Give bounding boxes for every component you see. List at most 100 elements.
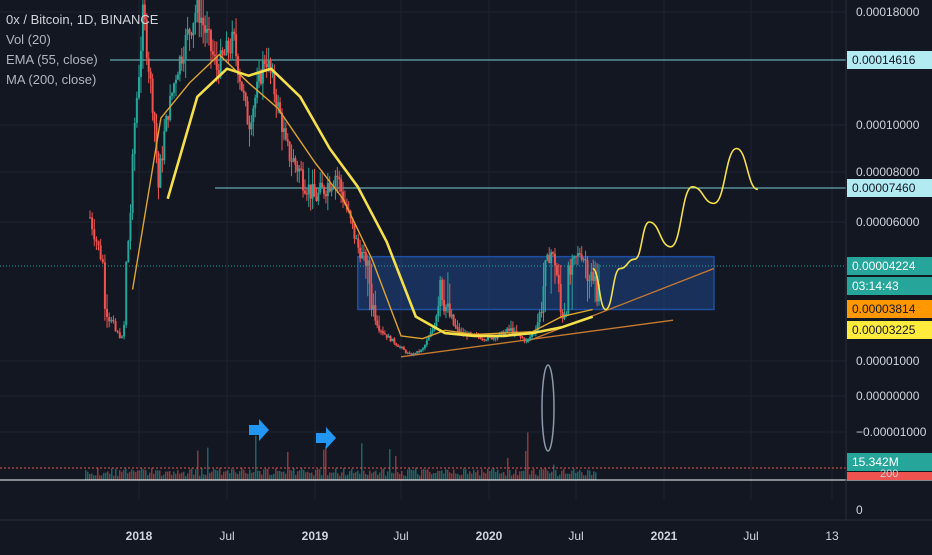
- badge-ma-text: 0.00003225: [852, 323, 916, 337]
- candle-body: [380, 330, 383, 332]
- candle-body: [492, 337, 495, 340]
- candle-body: [279, 102, 282, 113]
- candle-body: [555, 265, 558, 275]
- candle-body: [206, 28, 209, 33]
- volume-bar: [155, 470, 157, 480]
- volume-bar: [453, 469, 455, 480]
- candle-body: [317, 192, 320, 201]
- candle-body: [196, 0, 199, 13]
- volume-bar: [561, 470, 563, 480]
- candle-body: [217, 69, 220, 77]
- volume-bar: [499, 473, 501, 480]
- candle-body: [336, 175, 339, 178]
- badge-resistance-high-text: 0.00014616: [852, 53, 916, 67]
- volume-bar: [149, 472, 151, 480]
- candle-body: [429, 332, 432, 337]
- candle-body: [131, 154, 134, 213]
- candle-body: [362, 252, 365, 254]
- support-zone: [357, 255, 715, 311]
- volume-bar: [319, 469, 321, 480]
- candle-body: [180, 56, 183, 64]
- volume-bar: [521, 471, 523, 480]
- candle-body: [592, 271, 595, 281]
- volume-bar: [433, 473, 435, 480]
- legend-ema[interactable]: EMA (55, close): [6, 52, 98, 67]
- y-tick-label: 0.00018000: [856, 5, 920, 19]
- volume-bar: [329, 472, 331, 480]
- badge-countdown-text: 03:14:43: [852, 279, 899, 293]
- arrow-icon: [316, 427, 336, 449]
- volume-bar: [441, 470, 443, 480]
- candle-body: [173, 83, 176, 93]
- candle-body: [408, 352, 411, 354]
- candle-body: [340, 179, 343, 192]
- candle-body: [282, 128, 285, 132]
- candle-body: [277, 102, 280, 107]
- candle-body: [246, 101, 249, 125]
- candle-body: [557, 274, 560, 284]
- volume-bar: [363, 470, 365, 480]
- volume-bar: [207, 447, 209, 480]
- candle-body: [323, 187, 326, 195]
- candle-body: [357, 238, 360, 248]
- candle-body: [167, 115, 170, 120]
- volume-bar: [193, 474, 195, 480]
- volume-bar: [205, 474, 207, 480]
- candle-body: [565, 313, 568, 315]
- candle-body: [192, 22, 195, 36]
- candle-body: [290, 160, 293, 162]
- candle-body: [116, 331, 119, 333]
- volume-bar: [475, 472, 477, 480]
- volume-bar: [479, 475, 481, 480]
- candle-body: [238, 75, 241, 82]
- candle-body: [178, 56, 181, 75]
- volume-bar: [259, 470, 261, 480]
- volume-bar: [593, 471, 595, 480]
- candle-body: [372, 305, 375, 310]
- volume-bar: [119, 470, 121, 480]
- volume-bar: [435, 472, 437, 480]
- candle-body: [209, 30, 212, 52]
- volume-bar: [287, 451, 289, 480]
- candle-body: [561, 312, 564, 319]
- volume-bar: [351, 468, 353, 480]
- candle-body: [412, 353, 415, 356]
- volume-bar: [445, 469, 447, 480]
- volume-bar: [345, 475, 347, 480]
- candle-body: [422, 348, 424, 350]
- volume-bar: [327, 475, 329, 480]
- x-tick-label: 2020: [476, 529, 503, 543]
- volume-bar: [535, 474, 537, 480]
- volume-bar: [219, 468, 221, 480]
- volume-bar: [191, 468, 193, 480]
- candle-body: [458, 329, 461, 334]
- volume-bar: [371, 473, 373, 480]
- volume-axis-tick: 200: [880, 468, 898, 480]
- candle-body: [225, 40, 228, 56]
- volume-bar: [341, 472, 343, 480]
- candle-body: [326, 182, 329, 197]
- candle-body: [397, 345, 400, 347]
- volume-bar: [307, 471, 309, 480]
- candle-body: [147, 58, 150, 72]
- candle-body: [469, 332, 472, 334]
- volume-bar: [537, 475, 539, 480]
- volume-bar: [121, 471, 123, 480]
- legend-ma[interactable]: MA (200, close): [6, 72, 97, 87]
- volume-bar: [523, 470, 525, 480]
- volume-bar: [195, 469, 197, 480]
- candle-body: [590, 271, 593, 281]
- volume-bar: [317, 469, 319, 480]
- candle-body: [559, 283, 562, 313]
- candle-body: [328, 182, 331, 192]
- candle-body: [219, 50, 222, 77]
- volume-bar: [225, 471, 227, 480]
- badge-countdown: [847, 277, 932, 295]
- legend-vol[interactable]: Vol (20): [6, 32, 51, 47]
- candle-body: [435, 315, 438, 327]
- volume-bar: [551, 471, 553, 480]
- legend-symbol[interactable]: 0x / Bitcoin, 1D, BINANCE: [6, 12, 159, 27]
